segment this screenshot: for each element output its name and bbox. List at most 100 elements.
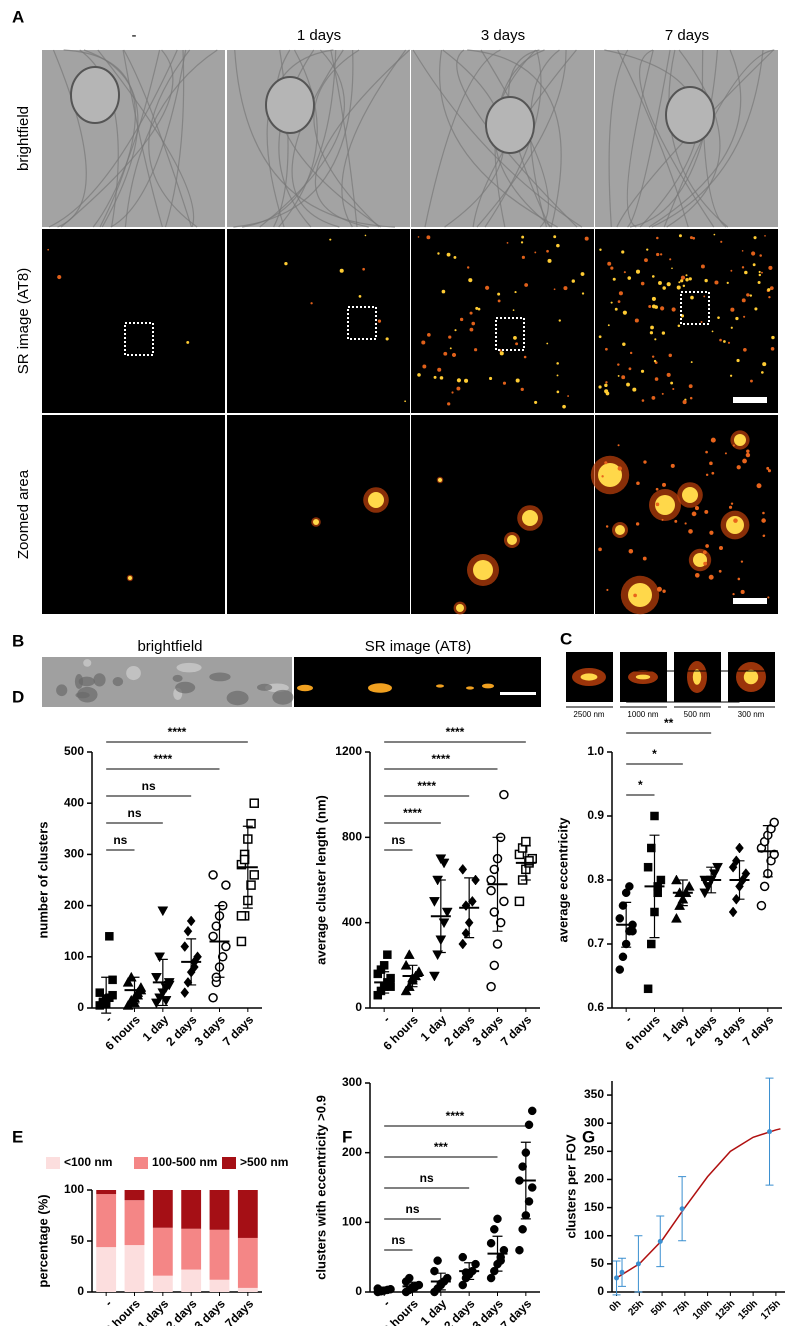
data-point: [122, 976, 134, 987]
neurite: [617, 49, 689, 228]
data-point: [208, 993, 218, 1003]
sr-spot: [757, 281, 761, 285]
sr-spot: [672, 387, 675, 391]
sr-spot: [622, 310, 627, 315]
cluster-core: [734, 434, 746, 446]
scale-label: 1000 nm: [627, 710, 658, 719]
texture: [209, 672, 231, 682]
data-point: [496, 1256, 505, 1265]
sr-spot: [451, 352, 457, 358]
sr-spot: [451, 391, 454, 394]
y-axis-label: average cluster length (nm): [313, 795, 328, 965]
sr-spot: [485, 285, 490, 290]
significance-label: ****: [153, 752, 172, 766]
data-point: [403, 949, 415, 959]
column-header: 3 days: [481, 27, 525, 44]
sr-spot: [604, 389, 609, 394]
data-point: [458, 938, 468, 950]
cluster-core: [522, 510, 538, 526]
sr-spot: [617, 444, 620, 447]
panel-label: F: [342, 1127, 352, 1146]
sr-spot: [607, 324, 610, 327]
data-point: [524, 1120, 534, 1130]
sr-spot: [617, 466, 622, 471]
neurite: [110, 49, 187, 228]
data-point: [151, 973, 162, 983]
sr-spot: [692, 236, 696, 240]
bar-segment: [209, 1190, 230, 1230]
data-point: [221, 941, 231, 952]
significance-label: ****: [431, 752, 450, 766]
cluster-core: [473, 560, 493, 580]
sr-image: [595, 415, 778, 614]
data-point: [527, 1106, 537, 1116]
sr-spot: [759, 254, 762, 257]
texture: [226, 690, 249, 706]
sr-spot: [47, 248, 50, 251]
cluster-core: [456, 604, 464, 612]
sr-spot: [329, 238, 332, 241]
cluster-core: [628, 583, 652, 607]
sr-spot: [688, 529, 693, 534]
sr-image: [227, 415, 410, 614]
sr-spot: [635, 522, 640, 526]
y-tick-label: 300: [584, 1115, 604, 1129]
sr-spot: [468, 278, 473, 283]
sr-spot: [740, 589, 745, 594]
data-point: [524, 1197, 534, 1206]
y-tick-label: 400: [64, 795, 84, 809]
data-point: [615, 965, 625, 974]
sr-spot: [656, 236, 659, 240]
scale-label: 500 nm: [684, 710, 711, 719]
cluster-core: [682, 487, 698, 503]
sr-spot: [651, 275, 655, 278]
data-point: [95, 988, 105, 997]
sr-spot: [726, 281, 729, 284]
sr-spot: [443, 351, 448, 356]
sr-spot: [676, 285, 681, 290]
bar-segment: [237, 1287, 258, 1292]
data-point: [132, 989, 144, 1000]
sr-spot: [661, 392, 664, 395]
cluster-core: [580, 673, 598, 681]
sr-spot: [661, 518, 664, 521]
data-point: [735, 842, 744, 854]
sr-spot: [711, 471, 715, 475]
sr-spot: [767, 288, 771, 292]
data-point: [246, 818, 256, 829]
sr-spot: [713, 233, 716, 236]
sr-spot: [691, 511, 697, 517]
sr-spot: [684, 522, 687, 525]
data-point: [683, 880, 695, 891]
sr-spot: [746, 449, 750, 453]
bar-segment: [237, 1237, 258, 1288]
sr-spot: [685, 274, 688, 277]
sr-spot: [339, 268, 344, 273]
sr-spot: [682, 400, 687, 405]
sr-spot: [601, 475, 604, 478]
data-point: [521, 836, 531, 847]
sr-spot: [628, 548, 634, 554]
data-point: [619, 1269, 625, 1275]
sr-spot: [599, 248, 602, 251]
neurite: [663, 49, 775, 228]
sr-spot: [737, 577, 741, 581]
sr-spot: [718, 569, 722, 573]
sr-spot: [520, 387, 524, 391]
sr-spot: [674, 519, 678, 523]
legend-swatch: [46, 1157, 60, 1169]
texture: [272, 689, 294, 705]
sr-spot: [422, 364, 427, 369]
sr-spot: [514, 291, 517, 294]
bar-segment: [209, 1279, 230, 1292]
y-tick-label: 1.0: [587, 744, 604, 758]
data-point: [239, 854, 250, 865]
y-tick-label: 200: [584, 1172, 604, 1186]
sr-spot: [671, 307, 676, 312]
sr-spot: [729, 374, 733, 377]
texture: [256, 683, 273, 691]
sr-spot: [368, 683, 392, 693]
sr-spot: [640, 281, 645, 286]
sr-spot: [426, 235, 431, 240]
